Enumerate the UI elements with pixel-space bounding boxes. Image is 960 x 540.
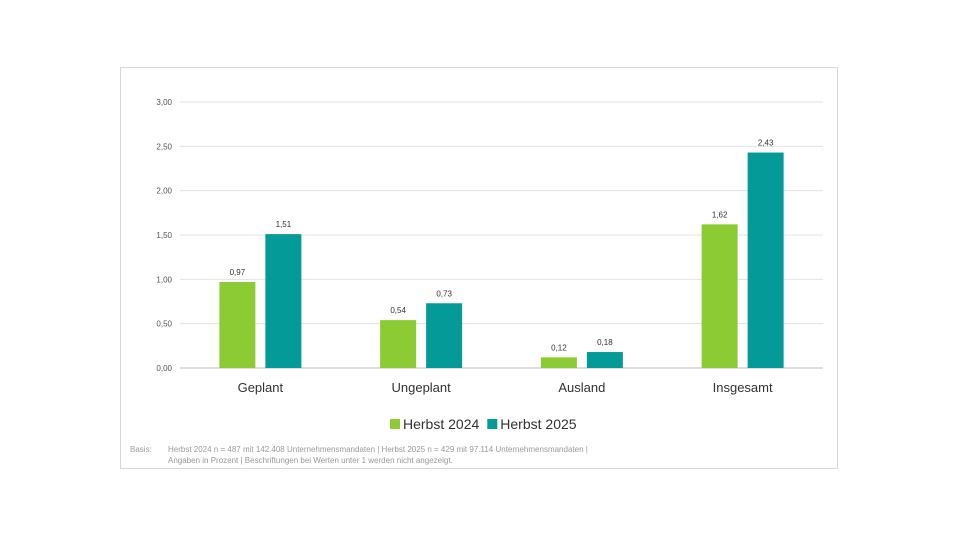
- data-label: 0,54: [390, 306, 406, 315]
- category-label: Insgesamt: [713, 380, 773, 395]
- bar: [219, 281, 256, 368]
- data-label: 2,43: [758, 139, 774, 148]
- footnote-line-2: Angaben in Prozent | Beschriftungen bei …: [168, 456, 453, 465]
- bar: [265, 234, 302, 368]
- bar: [540, 357, 577, 368]
- y-tick-label: 1,50: [156, 231, 172, 240]
- y-tick-label: 3,00: [156, 98, 172, 107]
- bar: [426, 303, 463, 368]
- y-tick-label: 0,00: [156, 364, 172, 373]
- x-axis-categories: Geplant Ungeplant Ausland Insgesamt: [238, 380, 773, 395]
- y-axis-ticks: 0,00 0,50 1,00 1,50 2,00 2,50 3,00: [156, 98, 172, 373]
- category-label: Ungeplant: [391, 380, 451, 395]
- category-label: Ausland: [558, 380, 605, 395]
- y-tick-label: 1,00: [156, 275, 172, 284]
- legend: Herbst 2024 Herbst 2025: [390, 416, 577, 432]
- y-tick-label: 2,50: [156, 142, 172, 151]
- data-label: 0,97: [230, 268, 246, 277]
- bar: [380, 320, 417, 368]
- category-label: Geplant: [238, 380, 284, 395]
- bar: [701, 224, 738, 368]
- bar: [586, 352, 623, 368]
- y-tick-label: 2,00: [156, 187, 172, 196]
- legend-swatch: [390, 419, 400, 429]
- legend-label: Herbst 2024: [403, 416, 479, 432]
- legend-label: Herbst 2025: [500, 416, 576, 432]
- data-label: 1,62: [712, 210, 728, 219]
- footnote-label: Basis:: [130, 445, 152, 454]
- legend-swatch: [487, 419, 498, 429]
- data-label: 0,73: [436, 289, 452, 298]
- bar: [747, 152, 784, 368]
- data-label: 0,12: [551, 343, 567, 352]
- y-tick-label: 0,50: [156, 320, 172, 329]
- bars: [219, 152, 784, 368]
- footnote-line-1: Herbst 2024 n = 487 mit 142.408 Unterneh…: [168, 445, 588, 454]
- data-label: 1,51: [276, 220, 292, 229]
- data-labels: 0,97 1,51 0,54 0,73 0,12 0,18 1,62 2,43: [230, 139, 774, 353]
- data-label: 0,18: [597, 338, 613, 347]
